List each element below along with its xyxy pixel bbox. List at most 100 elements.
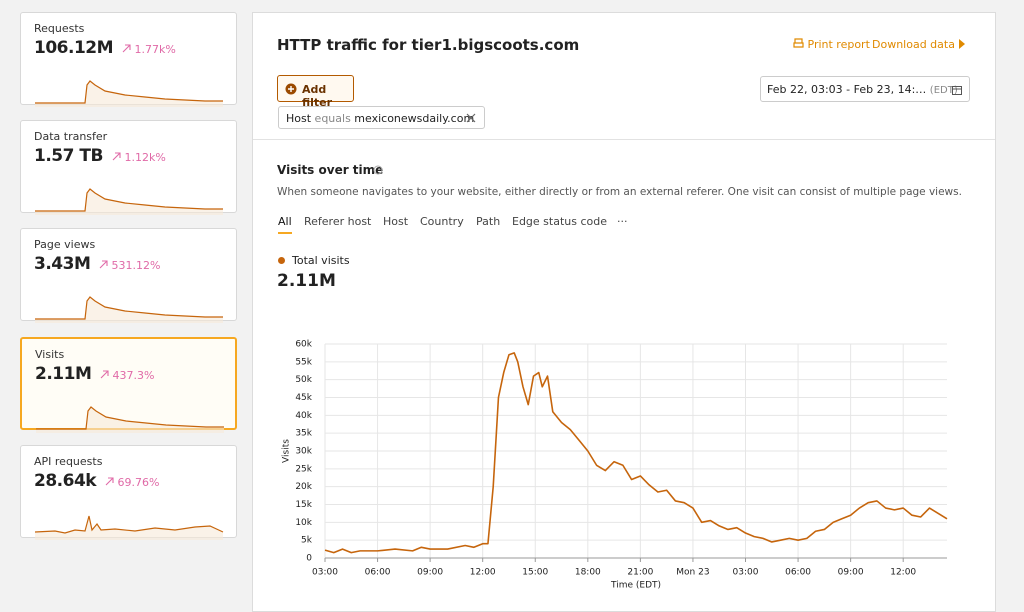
legend-label: Total visits [292,254,350,267]
date-picker[interactable]: Feb 22, 03:03 - Feb 23, 14:… (EDT) [760,76,970,102]
y-tick-label: 25k [295,464,312,474]
more-tabs[interactable]: ··· [617,215,628,228]
metric-value: 3.43M [34,254,91,274]
metric-label: API requests [34,455,103,468]
metric-change: 437.3% [100,369,154,382]
sparkline [35,296,223,323]
y-tick-label: 5k [301,536,313,546]
metric-value: 1.57 TB [34,146,103,166]
sparkline-line [35,296,223,320]
metric-value: 106.12M [34,38,114,58]
download-data-text: Download data [872,38,955,51]
sparkline-area [36,407,224,433]
arrow-icon [99,260,108,269]
sparkline-line [36,406,224,430]
metric-change: 1.12k% [112,151,166,164]
metric-card[interactable]: Visits 2.11M 437.3% [20,337,237,433]
metric-card[interactable]: Page views 3.43M 531.12% [20,228,237,323]
total-value: 2.11M [277,271,336,291]
tab[interactable]: Host [383,215,409,228]
y-tick-label: 15k [295,500,312,510]
main-panel [252,12,996,612]
metric-value: 2.11M [35,364,92,384]
filter-chip[interactable]: Host equals mexiconewsdaily.com [278,106,485,129]
sparkline-area [35,81,223,107]
print-report-text: Print report [807,38,870,51]
tab[interactable]: All [278,215,292,228]
metric-change-text: 1.12k% [124,151,166,164]
tab[interactable]: Edge status code [512,215,608,228]
metric-change-text: 531.12% [111,259,161,272]
series-line [324,352,948,554]
metric-label: Page views [34,238,96,251]
x-tick-label: 12:00 [890,568,916,578]
sparkline-line [35,515,224,534]
y-tick-label: 0 [306,554,312,564]
sparkline-area [35,516,223,540]
metric-card[interactable]: Requests 106.12M 1.77k% [20,12,237,107]
metric-change-text: 1.77k% [134,43,176,56]
metric-card[interactable]: API requests 28.64k 69.76% [20,445,237,540]
metric-change-text: 437.3% [112,369,155,382]
y-tick-label: 50k [295,375,312,385]
x-tick-label: 06:00 [785,568,811,578]
metric-card[interactable]: Data transfer 1.57 TB 1.12k% [20,120,237,215]
add-filter-button[interactable]: Add filter [277,75,354,109]
sparkline-line [35,80,223,104]
download-data[interactable]: Download data [872,38,966,51]
filter-value: mexiconewsdaily.com [354,112,475,125]
metric-change-text: 69.76% [117,476,160,489]
timezone: (EDT) [929,85,958,96]
y-tick-label: 60k [295,340,312,350]
x-tick-label: 15:00 [522,568,548,578]
metric-change: 1.77k% [122,43,176,56]
plus-icon [285,83,297,95]
page-title: HTTP traffic for tier1.bigscoots.com [277,36,580,54]
sparkline-area [35,189,223,215]
section-title: Visits over time [277,163,384,177]
sparkline [35,515,224,540]
x-tick-label: 03:00 [312,568,338,578]
date-range: Feb 22, 03:03 - Feb 23, 14:… [767,83,927,96]
tab-underline [278,232,292,234]
tab[interactable]: Referer host [304,215,372,228]
sparkline [35,80,223,107]
y-tick-label: 40k [295,411,312,421]
y-tick-label: 45k [295,393,312,403]
arrow-icon [122,44,131,53]
print-icon [793,38,804,48]
x-tick-label: 12:00 [470,568,496,578]
arrow-icon [105,477,114,486]
calendar-icon [952,86,962,95]
arrow-icon [100,370,109,379]
add-filter-text: Add filter [302,83,333,109]
legend-dot [278,257,285,264]
close-icon[interactable] [466,113,476,123]
metric-label: Requests [34,22,85,35]
metric-change: 531.12% [99,259,160,272]
x-tick-label: 09:00 [838,568,864,578]
sparkline [35,188,223,215]
info-icon [373,165,383,175]
y-tick-label: 20k [295,482,312,492]
y-tick-label: 10k [295,518,312,528]
x-axis-label: Time (EDT) [610,581,661,591]
print-report[interactable]: Print report [793,38,870,51]
tab[interactable]: Path [476,215,501,228]
y-tick-label: 35k [295,429,312,439]
arrow-icon [112,152,121,161]
x-tick-label: 09:00 [417,568,443,578]
x-tick-label: Mon 23 [676,568,709,578]
y-tick-label: 55k [295,357,312,367]
y-tick-label: 30k [295,447,312,457]
metric-value: 28.64k [34,471,97,491]
metric-label: Visits [35,348,65,361]
x-tick-label: 03:00 [733,568,759,578]
tab[interactable]: Country [420,215,464,228]
x-tick-label: 21:00 [627,568,653,578]
filter-operator: equals [314,112,351,125]
caret-icon [959,39,966,49]
metric-label: Data transfer [34,130,108,143]
sparkline-line [35,188,223,212]
